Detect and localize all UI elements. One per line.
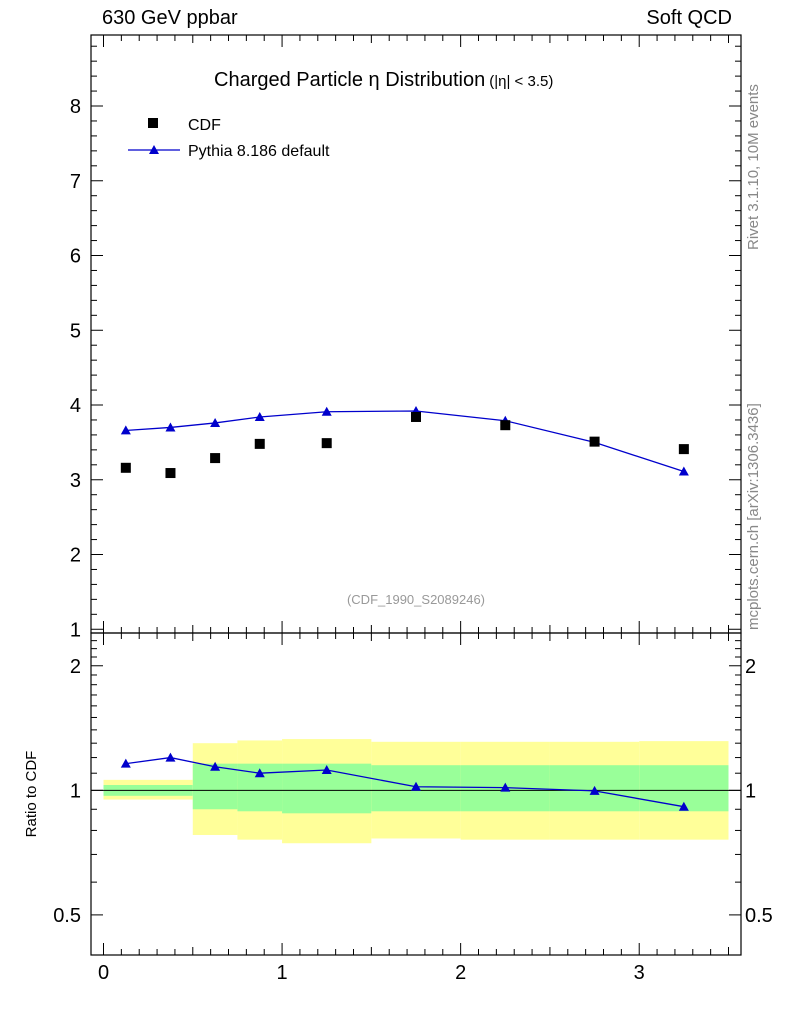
lower-y-tick-label-right: 0.5 (745, 905, 773, 927)
ratio-point (321, 764, 332, 774)
lower-y-tick-label-right: 1 (745, 780, 756, 802)
header-process-label: 630 GeV ppbar (102, 7, 238, 29)
cdf-point (500, 420, 511, 431)
ratio-uncertainty-bands (103, 739, 729, 844)
upper-y-tick-label: 4 (70, 395, 81, 417)
ratio-point (254, 768, 265, 778)
x-tick-label: 2 (455, 962, 466, 984)
chart-texts: Charged Particle η Distribution (|η| < 3.… (23, 69, 553, 837)
axis-ticks (91, 35, 741, 956)
lower-y-tick-label-left: 0.5 (53, 905, 81, 927)
lower-y-tick-label-right: 2 (745, 656, 756, 678)
pythia-point (321, 406, 332, 416)
ratio-point (500, 782, 511, 792)
plot-frames (90, 34, 742, 956)
ratio-point (120, 758, 131, 768)
ratio-series (120, 752, 689, 811)
pythia-point (165, 422, 176, 432)
cdf-point (321, 438, 332, 449)
cdf-point (120, 462, 131, 473)
upper-y-tick-label: 3 (70, 470, 81, 492)
cdf-series (120, 411, 689, 479)
legend: CDF Pythia 8.186 default (128, 117, 330, 160)
lower-y-tick-label-left: 2 (70, 656, 81, 678)
upper-y-tick-label: 8 (70, 96, 81, 118)
pythia-point (254, 411, 265, 421)
legend-pythia-marker (149, 145, 159, 154)
inner-band-segment (192, 763, 238, 810)
x-tick-label: 0 (98, 962, 109, 984)
x-tick-label: 1 (277, 962, 288, 984)
x-tick-label: 3 (634, 962, 645, 984)
upper-y-tick-label: 2 (70, 545, 81, 567)
ratio-point (165, 752, 176, 762)
cdf-point (165, 468, 176, 479)
pythia-point (210, 417, 221, 427)
pythia-curve (125, 410, 685, 473)
pythia-point (120, 425, 131, 435)
legend-pythia-label: Pythia 8.186 default (188, 143, 330, 160)
cdf-point (254, 438, 265, 449)
ratio-y-axis-label: Ratio to CDF (23, 751, 40, 838)
ratio-point (589, 785, 600, 795)
analysis-watermark: (CDF_1990_S2089246) (347, 592, 485, 607)
upper-y-tick-label: 5 (70, 320, 81, 342)
lower-plot-frame (90, 632, 742, 956)
upper-y-tick-label: 1 (70, 619, 81, 641)
ratio-point (411, 781, 421, 791)
cdf-point (411, 411, 421, 422)
lower-y-tick-label-left: 1 (70, 780, 81, 802)
pythia-series (120, 405, 689, 476)
header-category-label: Soft QCD (646, 7, 732, 29)
legend-cdf-marker (148, 118, 158, 128)
upper-y-tick-label: 7 (70, 171, 81, 193)
cdf-point (678, 444, 689, 455)
ratio-point (678, 801, 689, 811)
ratio-point (210, 761, 221, 771)
cdf-point (210, 453, 221, 464)
upper-y-tick-label: 6 (70, 246, 81, 268)
pythia-point (678, 466, 689, 476)
legend-cdf-label: CDF (188, 117, 221, 134)
axis-tick-labels: 1 2 3 4 5 6 7 8 0.5 0.5 1 1 2 2 0 1 2 3 (53, 96, 773, 984)
chart-title: Charged Particle η Distribution (|η| < 3.… (214, 69, 553, 91)
cdf-point (589, 436, 600, 447)
